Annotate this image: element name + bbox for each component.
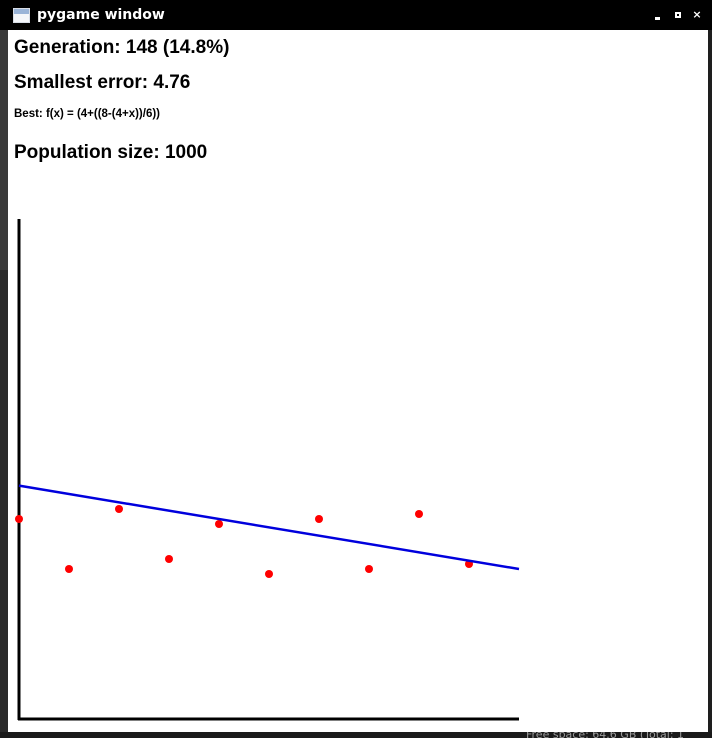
fit-plot <box>15 219 520 721</box>
data-point <box>165 555 173 563</box>
background-desktop-right <box>708 30 712 738</box>
population-size-text: Population size: 1000 <box>14 142 208 163</box>
window-title-bar[interactable]: pygame window × <box>0 0 712 30</box>
best-fit-line <box>18 484 520 571</box>
best-function-text: Best: f(x) = (4+((8-(4+x))/6)) <box>14 108 161 120</box>
data-point <box>265 570 273 578</box>
close-icon[interactable]: × <box>692 8 702 21</box>
data-point <box>15 515 23 523</box>
pygame-canvas[interactable]: Generation: 148 (14.8%) Smallest error: … <box>8 30 708 732</box>
background-free-space-text: Free space: 64.6 GB (Total: 1 <box>526 728 685 738</box>
background-status-bar <box>0 732 712 738</box>
data-point <box>215 520 223 528</box>
data-point <box>115 505 123 513</box>
maximize-icon[interactable] <box>671 8 685 22</box>
data-point <box>315 515 323 523</box>
background-desktop-left <box>0 30 8 738</box>
window-app-icon <box>13 8 30 23</box>
data-points <box>15 505 473 578</box>
background-window-left <box>0 30 8 270</box>
data-point <box>365 565 373 573</box>
window-title: pygame window <box>37 7 165 23</box>
data-point <box>415 510 423 518</box>
smallest-error-text: Smallest error: 4.76 <box>14 72 191 93</box>
minimize-icon[interactable] <box>651 8 665 22</box>
data-point <box>65 565 73 573</box>
generation-text: Generation: 148 (14.8%) <box>14 37 230 58</box>
